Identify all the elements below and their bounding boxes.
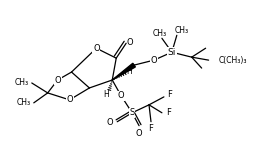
Text: CH₃: CH₃ xyxy=(15,78,29,87)
Text: O: O xyxy=(93,44,100,53)
Text: F: F xyxy=(167,90,172,99)
Text: CH₃: CH₃ xyxy=(153,29,167,38)
Text: F: F xyxy=(166,108,171,117)
Text: C(CH₃)₃: C(CH₃)₃ xyxy=(218,56,247,65)
Text: S: S xyxy=(130,108,135,117)
Text: F: F xyxy=(149,124,153,133)
Text: O: O xyxy=(66,95,73,104)
Text: O: O xyxy=(118,91,124,100)
Text: H: H xyxy=(103,90,109,99)
Text: Si: Si xyxy=(168,48,176,57)
Text: O: O xyxy=(54,76,61,85)
Text: CH₃: CH₃ xyxy=(175,26,189,35)
Text: O: O xyxy=(136,129,142,138)
Text: O: O xyxy=(151,56,157,65)
Text: H: H xyxy=(126,66,132,76)
Text: O: O xyxy=(127,38,133,47)
Text: O: O xyxy=(107,118,114,127)
Polygon shape xyxy=(112,63,135,80)
Text: CH₃: CH₃ xyxy=(17,98,31,107)
